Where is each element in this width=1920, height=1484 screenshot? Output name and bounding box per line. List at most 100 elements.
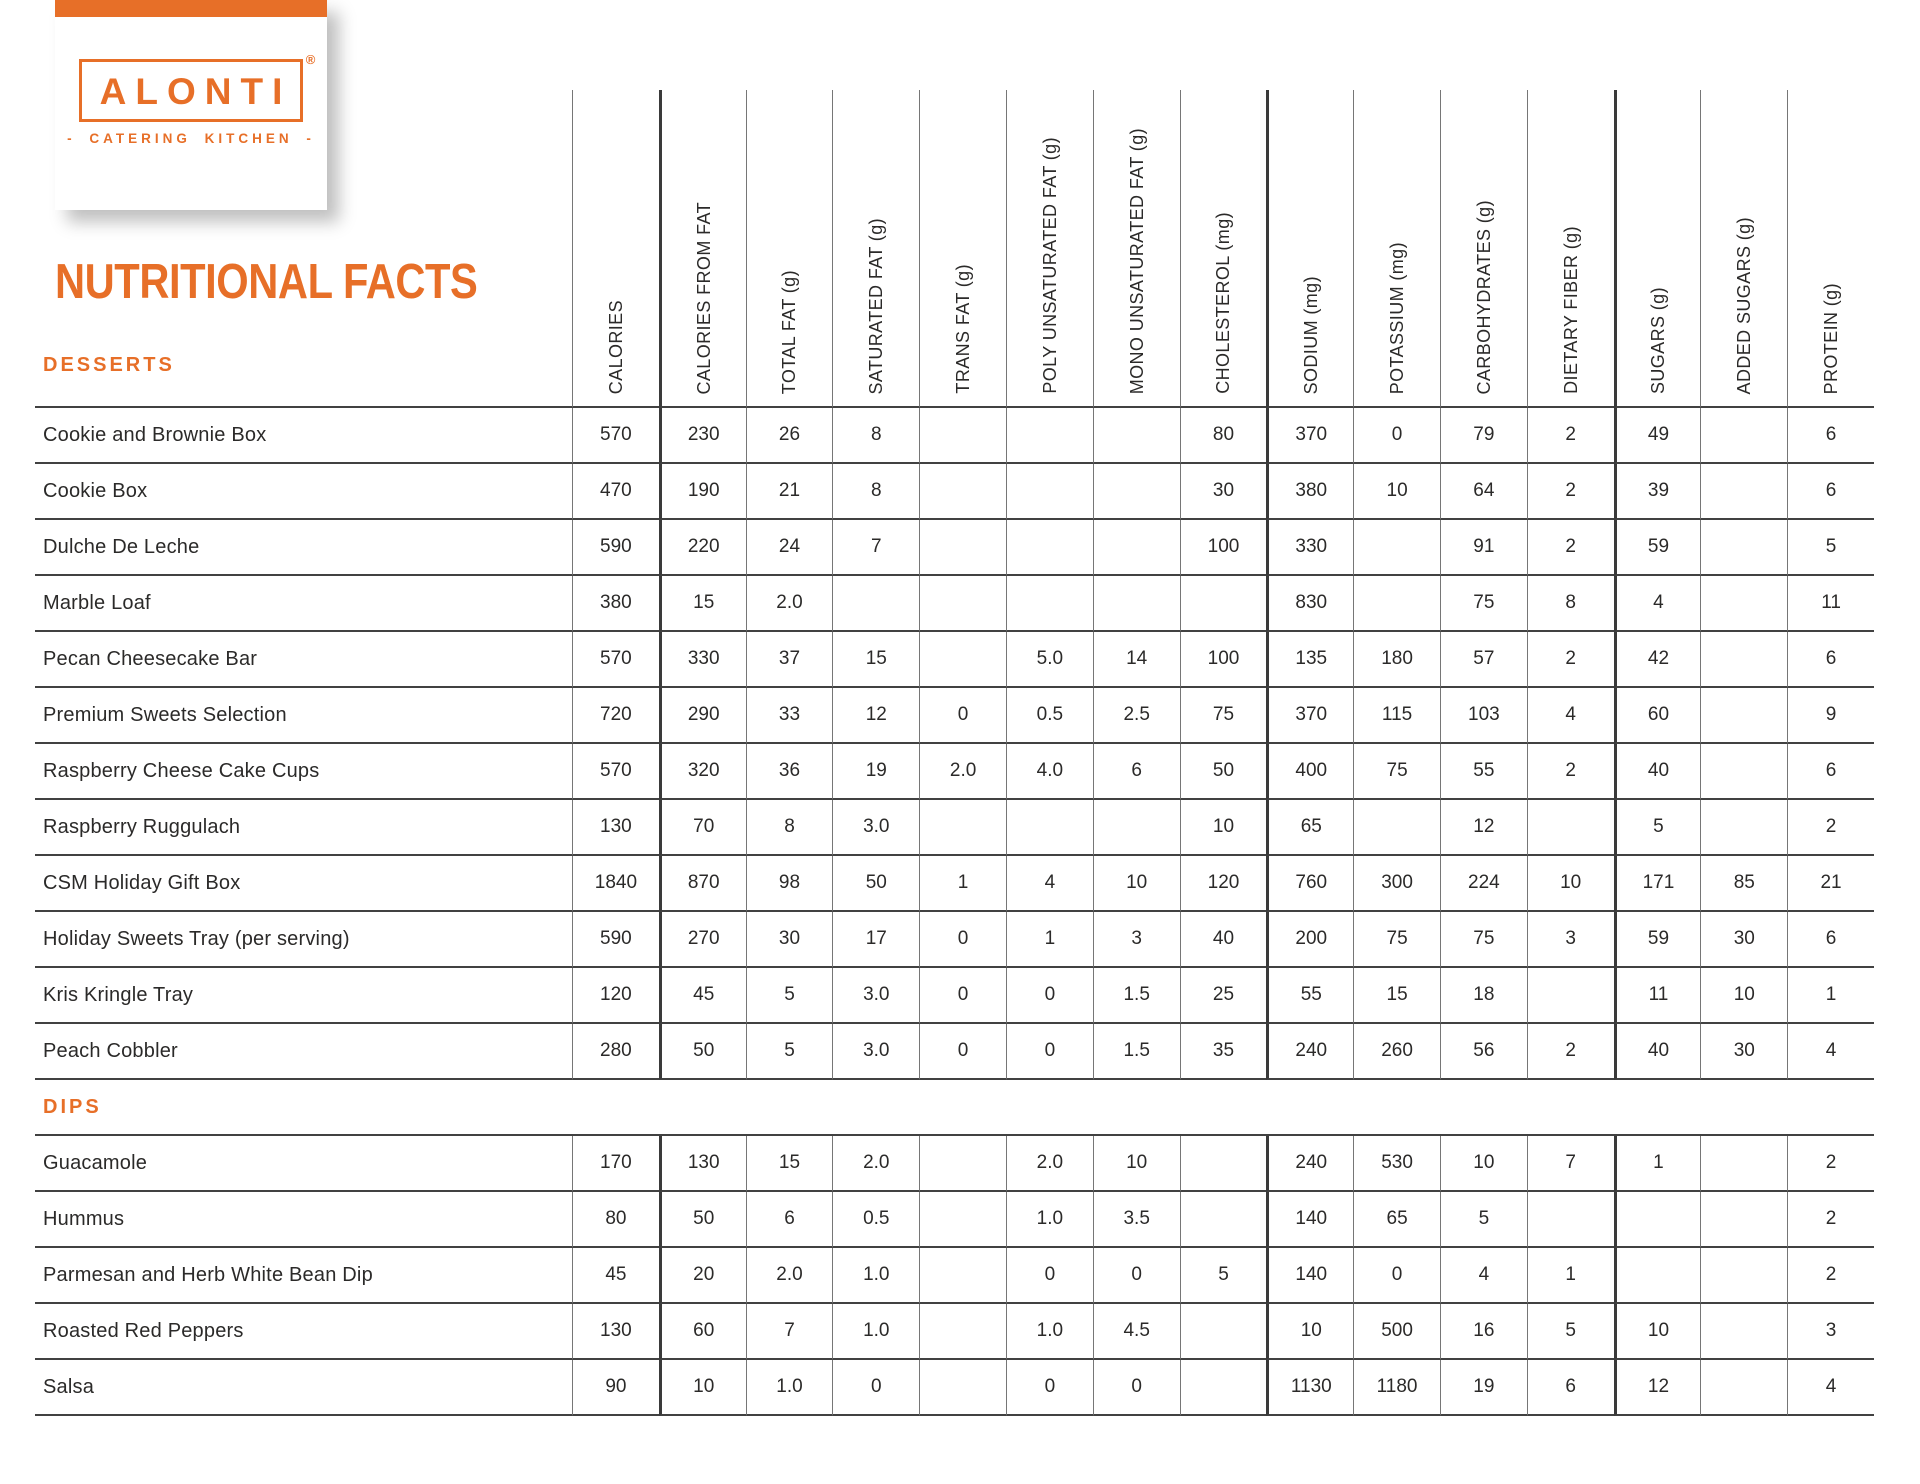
value-cell: 60 [1613, 688, 1701, 744]
value-cell: 570 [572, 744, 659, 800]
item-name-cell: Parmesan and Herb White Bean Dip [35, 1248, 572, 1304]
value-cell: 6 [1787, 912, 1874, 968]
value-cell: 0 [832, 1360, 920, 1416]
value-cell [1700, 1192, 1788, 1248]
value-cell: 1.0 [1005, 1304, 1093, 1360]
page-title: NUTRITIONAL FACTS [55, 255, 478, 309]
value-cell: 5 [745, 968, 833, 1024]
value-cell: 290 [658, 688, 746, 744]
value-cell: 1.5 [1092, 968, 1180, 1024]
value-cell [1700, 744, 1788, 800]
value-cell: 39 [1613, 464, 1701, 520]
value-cell: 1.0 [1005, 1192, 1093, 1248]
value-cell: 2.0 [745, 576, 833, 632]
value-cell: 140 [1266, 1248, 1354, 1304]
value-cell [919, 632, 1006, 688]
value-cell [1005, 408, 1093, 464]
value-cell: 140 [1266, 1192, 1354, 1248]
value-cell: 40 [1613, 1024, 1701, 1080]
value-cell: 0 [1005, 1024, 1093, 1080]
value-cell: 30 [745, 912, 833, 968]
value-cell: 240 [1266, 1136, 1354, 1192]
value-cell: 40 [1179, 912, 1267, 968]
column-header: ADDED SUGARS (g) [1700, 90, 1788, 408]
value-cell: 6 [1787, 744, 1874, 800]
value-cell: 0 [1353, 408, 1440, 464]
table-corner-spacer [35, 90, 572, 408]
value-cell: 90 [572, 1360, 659, 1416]
column-header: CARBOHYDRATES (g) [1439, 90, 1527, 408]
value-cell: 10 [1092, 856, 1180, 912]
value-cell: 10 [1526, 856, 1614, 912]
value-cell: 75 [1439, 576, 1527, 632]
value-cell [1700, 632, 1788, 688]
item-name-cell: Cookie and Brownie Box [35, 408, 572, 464]
value-cell [1092, 464, 1180, 520]
value-cell [1613, 1192, 1701, 1248]
value-cell [1613, 1248, 1701, 1304]
value-cell: 1 [919, 856, 1006, 912]
value-cell: 14 [1092, 632, 1180, 688]
value-cell: 130 [658, 1136, 746, 1192]
column-header: SATURATED FAT (g) [832, 90, 920, 408]
value-cell: 35 [1179, 1024, 1267, 1080]
alonti-logo: ALONTI ® [78, 53, 315, 122]
column-header: SODIUM (mg) [1266, 90, 1354, 408]
value-cell: 15 [658, 576, 746, 632]
value-cell: 100 [1179, 632, 1267, 688]
item-name-cell: Raspberry Cheese Cake Cups [35, 744, 572, 800]
value-cell: 10 [1613, 1304, 1701, 1360]
value-cell [1092, 408, 1180, 464]
value-cell: 0 [1005, 1248, 1093, 1304]
value-cell: 2.0 [832, 1136, 920, 1192]
value-cell: 0 [919, 688, 1006, 744]
value-cell: 0 [919, 912, 1006, 968]
value-cell: 570 [572, 632, 659, 688]
value-cell: 1.0 [832, 1248, 920, 1304]
value-cell: 4 [1787, 1024, 1874, 1080]
value-cell: 12 [1439, 800, 1527, 856]
value-cell: 5 [1613, 800, 1701, 856]
value-cell: 0 [919, 968, 1006, 1024]
value-cell: 2.0 [745, 1248, 833, 1304]
value-cell [1700, 800, 1788, 856]
value-cell: 2.5 [1092, 688, 1180, 744]
value-cell: 85 [1700, 856, 1788, 912]
value-cell: 120 [572, 968, 659, 1024]
value-cell: 10 [1700, 968, 1788, 1024]
value-cell: 590 [572, 912, 659, 968]
value-cell: 200 [1266, 912, 1354, 968]
value-cell: 0.5 [832, 1192, 920, 1248]
value-cell: 6 [1526, 1360, 1614, 1416]
registered-trademark-icon: ® [305, 52, 316, 67]
column-header: POLY UNSATURATED FAT (g) [1005, 90, 1093, 408]
value-cell: 59 [1613, 912, 1701, 968]
value-cell [1005, 520, 1093, 576]
value-cell [1092, 800, 1180, 856]
value-cell: 190 [658, 464, 746, 520]
value-cell: 37 [745, 632, 833, 688]
value-cell: 65 [1353, 1192, 1440, 1248]
value-cell: 720 [572, 688, 659, 744]
value-cell [1700, 1248, 1788, 1304]
value-cell [1179, 1360, 1267, 1416]
value-cell: 70 [658, 800, 746, 856]
value-cell: 380 [1266, 464, 1354, 520]
column-header: CHOLESTEROL (mg) [1179, 90, 1267, 408]
value-cell: 30 [1700, 1024, 1788, 1080]
column-header: TOTAL FAT (g) [745, 90, 833, 408]
value-cell: 590 [572, 520, 659, 576]
value-cell: 1 [1613, 1136, 1701, 1192]
value-cell: 11 [1787, 576, 1874, 632]
value-cell [1179, 1304, 1267, 1360]
value-cell: 10 [1092, 1136, 1180, 1192]
value-cell: 5.0 [1005, 632, 1093, 688]
column-header: TRANS FAT (g) [919, 90, 1006, 408]
value-cell: 25 [1179, 968, 1267, 1024]
value-cell: 0 [1005, 1360, 1093, 1416]
logo-tagline: - CATERING KITCHEN - [67, 131, 315, 146]
value-cell: 8 [832, 408, 920, 464]
value-cell: 8 [1526, 576, 1614, 632]
value-cell: 5 [745, 1024, 833, 1080]
value-cell: 15 [1353, 968, 1440, 1024]
